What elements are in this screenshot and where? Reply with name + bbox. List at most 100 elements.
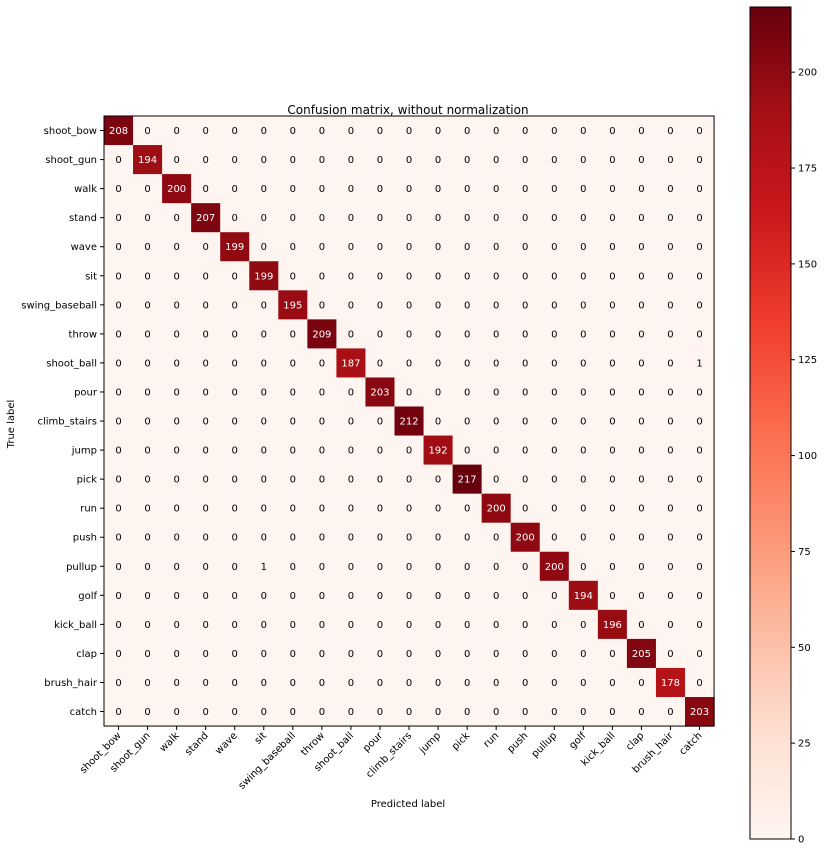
cell-value: 0 [202, 417, 208, 428]
cell-value: 0 [464, 649, 470, 660]
cell-value: 0 [261, 475, 267, 486]
cell-value: 0 [173, 620, 179, 631]
x-tick-label: golf [567, 730, 588, 751]
x-axis-ticks: shoot_bowshoot_gun walk stand wave sitswing_… [78, 726, 705, 792]
cell-value: 0 [551, 387, 557, 398]
cell-value: 0 [406, 591, 412, 602]
cell-value: 0 [609, 184, 615, 195]
cell-value: 0 [202, 358, 208, 369]
cell-value: 199 [254, 271, 273, 282]
cell-value: 0 [377, 358, 383, 369]
cell-value: 0 [435, 591, 441, 602]
cell-value: 0 [377, 562, 383, 573]
cell-value: 0 [115, 475, 121, 486]
y-tick-label: shoot_bow [44, 126, 97, 137]
cell-value: 199 [225, 242, 244, 253]
cell-value: 0 [667, 591, 673, 602]
cell-value: 0 [261, 707, 267, 718]
cell-value: 0 [638, 242, 644, 253]
cell-value: 0 [290, 387, 296, 398]
cell-value: 0 [493, 126, 499, 137]
cell-value: 0 [638, 504, 644, 515]
cell-value: 0 [406, 504, 412, 515]
cell-value: 0 [115, 329, 121, 340]
cell-value: 0 [232, 562, 238, 573]
cell-value: 0 [173, 271, 179, 282]
cell-value: 0 [435, 649, 441, 660]
cell-value: 0 [319, 387, 325, 398]
cell-value: 187 [341, 358, 360, 369]
cell-value: 0 [493, 475, 499, 486]
cell-value: 0 [551, 475, 557, 486]
cell-value: 0 [638, 126, 644, 137]
cell-value: 0 [435, 242, 441, 253]
cell-value: 0 [580, 300, 586, 311]
y-tick-label: sit [85, 271, 97, 282]
y-tick-label: climb_stairs [37, 417, 97, 428]
cell-value: 0 [667, 358, 673, 369]
cell-value: 0 [144, 387, 150, 398]
cell-value: 0 [115, 446, 121, 457]
cell-value: 0 [580, 271, 586, 282]
cell-value: 0 [261, 242, 267, 253]
cell-value: 0 [348, 213, 354, 224]
cell-value: 0 [580, 649, 586, 660]
cell-value: 0 [522, 358, 528, 369]
cell-value: 0 [667, 126, 673, 137]
cell-value: 0 [144, 300, 150, 311]
cell-value: 0 [319, 504, 325, 515]
y-axis-label: True label [6, 400, 17, 450]
cell-value: 0 [464, 620, 470, 631]
cell-value: 0 [667, 707, 673, 718]
cell-value: 0 [522, 213, 528, 224]
cell-value: 0 [290, 620, 296, 631]
cell-value: 0 [696, 184, 702, 195]
cell-value: 0 [522, 417, 528, 428]
cell-value: 0 [290, 591, 296, 602]
cell-value: 0 [406, 533, 412, 544]
cell-value: 0 [348, 707, 354, 718]
cell-value: 0 [638, 300, 644, 311]
cell-value: 0 [638, 533, 644, 544]
y-tick-label: shoot_gun [45, 155, 97, 166]
cell-value: 0 [232, 591, 238, 602]
x-tick-label: pour [361, 730, 386, 755]
y-tick-label: push [73, 533, 97, 544]
cell-value: 0 [348, 387, 354, 398]
cell-value: 0 [696, 155, 702, 166]
cell-value: 0 [377, 620, 383, 631]
cell-value: 0 [464, 126, 470, 137]
cell-value: 0 [232, 678, 238, 689]
cell-value: 0 [232, 329, 238, 340]
cell-value: 0 [377, 300, 383, 311]
cell-value: 0 [696, 329, 702, 340]
x-tick-label: walk [158, 730, 182, 754]
cell-value: 0 [144, 707, 150, 718]
cell-value: 0 [551, 591, 557, 602]
cell-value: 0 [551, 620, 557, 631]
cell-value: 0 [406, 649, 412, 660]
cell-value: 0 [406, 155, 412, 166]
cell-value: 0 [522, 678, 528, 689]
cell-value: 0 [202, 300, 208, 311]
cell-value: 0 [406, 620, 412, 631]
cell-value: 0 [609, 387, 615, 398]
cell-value: 0 [638, 184, 644, 195]
cell-value: 0 [202, 446, 208, 457]
cell-value: 178 [661, 678, 680, 689]
cell-value: 0 [115, 213, 121, 224]
cell-value: 0 [144, 504, 150, 515]
cell-value: 0 [232, 707, 238, 718]
y-tick-label: pullup [66, 562, 97, 573]
cell-value: 0 [464, 387, 470, 398]
y-tick-label: swing_baseball [21, 300, 97, 311]
cell-value: 0 [580, 533, 586, 544]
cell-value: 0 [348, 620, 354, 631]
cell-value: 0 [580, 504, 586, 515]
cell-value: 0 [696, 591, 702, 602]
cell-value: 0 [493, 620, 499, 631]
cell-value: 0 [493, 387, 499, 398]
cell-value: 0 [493, 591, 499, 602]
cell-value: 0 [319, 707, 325, 718]
cell-value: 0 [464, 358, 470, 369]
